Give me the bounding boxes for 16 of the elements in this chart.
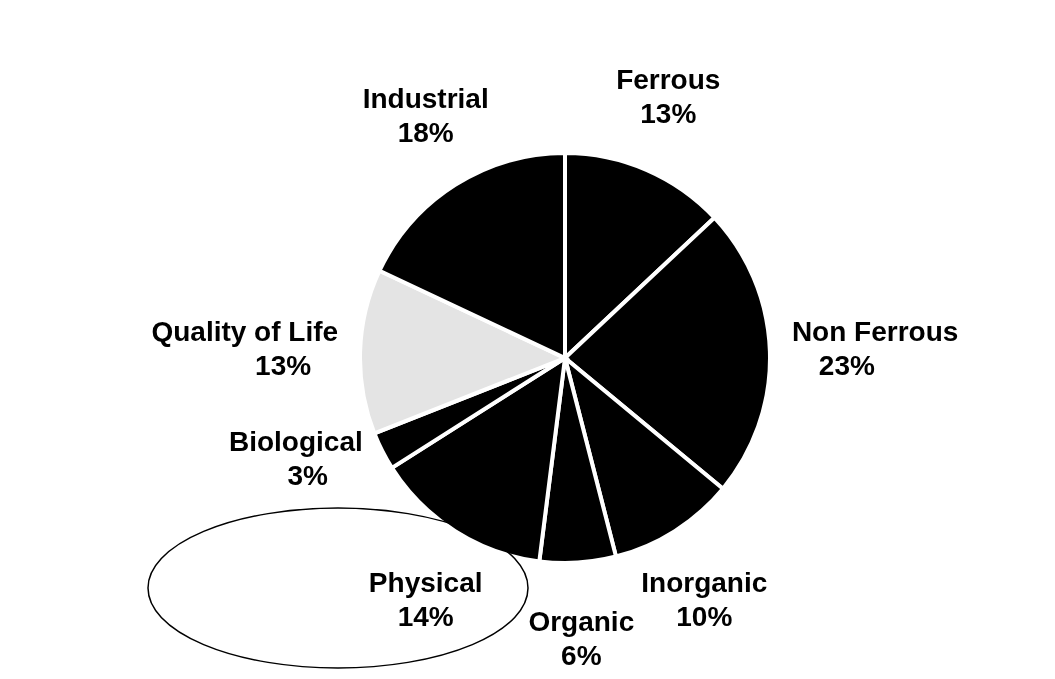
slice-label: Quality of Life <box>151 315 339 347</box>
data-label: 18% <box>397 117 454 149</box>
slice-label: Physical <box>368 566 483 598</box>
slice-label: Non Ferrous <box>791 315 959 347</box>
slice-label: Inorganic <box>641 566 768 598</box>
data-label: 13% <box>640 98 697 130</box>
data-label: 10% <box>676 600 733 632</box>
data-label: 13% <box>255 349 312 381</box>
data-label: 3% <box>287 460 329 492</box>
slice-label: Organic <box>528 606 635 638</box>
slice-label: Industrial <box>362 83 489 115</box>
data-label: 23% <box>818 349 876 381</box>
data-label: 14% <box>397 600 454 632</box>
data-label: 6% <box>561 640 602 672</box>
slice-label: Biological <box>228 426 363 458</box>
slice-label: Ferrous <box>616 64 721 96</box>
